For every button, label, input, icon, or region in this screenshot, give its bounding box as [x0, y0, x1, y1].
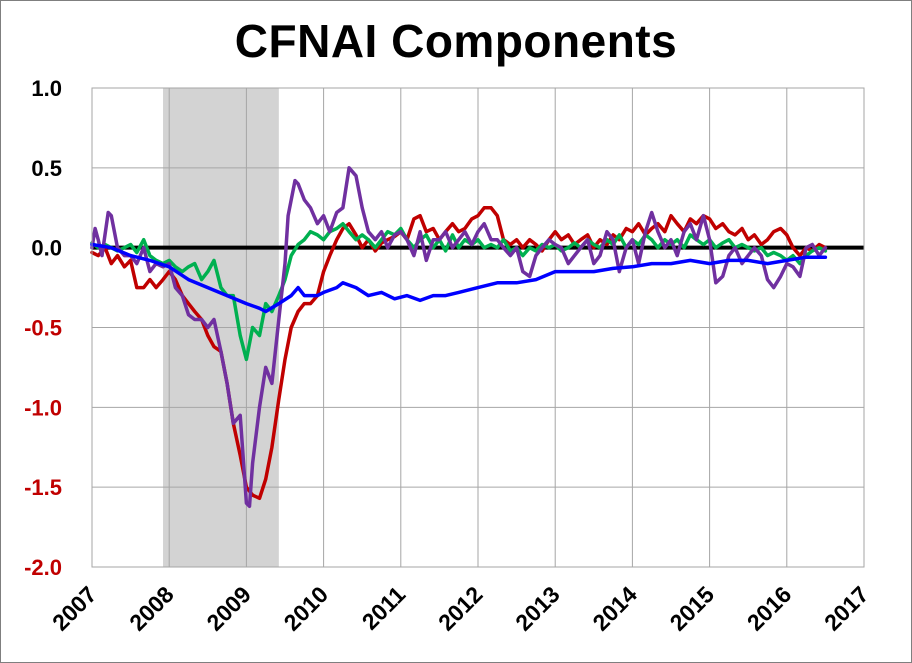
plot-area-border	[91, 87, 865, 568]
plot-border-layer	[91, 87, 865, 568]
y-axis-ticks: 1.0 0.5 0.0 -0.5 -1.0 -1.5 -2.0	[24, 76, 62, 580]
x-tick-label: 2009	[201, 581, 256, 636]
x-tick-label: 2014	[587, 581, 642, 636]
x-tick-label: 2007	[47, 581, 102, 636]
chart-title: CFNAI Components	[234, 15, 678, 67]
x-tick-label: 2012	[433, 581, 488, 636]
x-axis-ticks: 2007 2008 2009 2010 2011 2012 2013 2014 2015 2016…	[47, 581, 874, 636]
x-tick-label: 2016	[742, 581, 797, 636]
series-line-2	[90, 221, 828, 362]
y-tick-label: 0.0	[31, 236, 62, 261]
y-tick-label: -1.5	[24, 475, 62, 500]
series-line-3	[90, 166, 828, 509]
x-tick-label: 2010	[279, 581, 334, 636]
x-tick-label: 2008	[124, 581, 179, 636]
series-layer	[90, 166, 828, 509]
y-tick-label: -1.0	[24, 395, 62, 420]
y-tick-label: -2.0	[24, 555, 62, 580]
y-tick-label: 1.0	[31, 76, 62, 101]
y-tick-label: -0.5	[24, 316, 62, 341]
x-tick-label: 2015	[665, 581, 720, 636]
x-tick-label: 2011	[357, 581, 411, 635]
series-line-4	[90, 242, 828, 314]
x-tick-label: 2013	[510, 581, 565, 636]
y-tick-label: 0.5	[31, 156, 62, 181]
x-tick-label: 2017	[819, 581, 874, 636]
